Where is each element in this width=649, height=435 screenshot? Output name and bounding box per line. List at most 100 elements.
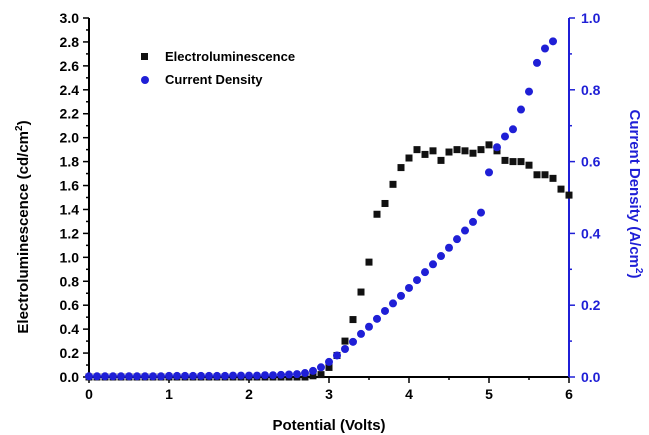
- current-density-point: [181, 371, 189, 380]
- y2-tick-label: 0.0: [581, 369, 601, 385]
- y-axis-title-close: ): [15, 120, 32, 125]
- current-density-point: [357, 329, 365, 338]
- electroluminescence-point: [349, 316, 357, 324]
- electroluminescence-point: [469, 149, 477, 157]
- current-density-point: [349, 337, 357, 346]
- current-density-point: [149, 372, 157, 381]
- current-density-point: [93, 372, 101, 381]
- current-density-point: [221, 371, 229, 380]
- electroluminescence-point: [549, 174, 557, 182]
- x-tick-label: 2: [245, 386, 253, 402]
- y-tick-label: 1.8: [60, 154, 80, 170]
- y-tick-label: 2.2: [60, 106, 80, 122]
- current-density-point: [213, 371, 221, 380]
- y-tick-label: 2.4: [60, 82, 80, 98]
- electroluminescence-point: [501, 156, 509, 164]
- current-density-point: [253, 371, 261, 380]
- y-tick-label: 0.6: [60, 297, 80, 313]
- y2-tick-label: 0.2: [581, 297, 601, 313]
- electroluminescence-point: [429, 147, 437, 155]
- current-density-point: [309, 366, 317, 375]
- electroluminescence-point: [405, 154, 413, 162]
- current-density-point: [445, 243, 453, 252]
- current-density-point: [373, 314, 381, 323]
- current-density-point: [397, 291, 405, 300]
- electroluminescence-point: [437, 156, 445, 164]
- electroluminescence-point: [509, 158, 517, 166]
- current-density-point: [197, 371, 205, 380]
- current-density-point: [493, 143, 501, 152]
- y-tick-label: 1.2: [60, 225, 80, 241]
- current-density-point: [437, 252, 445, 261]
- y-tick-label: 0.8: [60, 273, 80, 289]
- current-density-point: [389, 299, 397, 308]
- current-density-point: [117, 372, 125, 381]
- x-axis-title: Potential (Volts): [272, 417, 385, 434]
- current-density-point: [325, 357, 333, 366]
- current-density-point: [365, 322, 373, 331]
- legend: Electroluminescence Current Density: [141, 49, 295, 87]
- current-density-point: [405, 283, 413, 292]
- y2-axis-title: Current Density (A/cm2): [626, 110, 644, 279]
- current-density-point: [285, 370, 293, 379]
- x-tick-label: 6: [565, 386, 573, 402]
- current-density-point: [509, 125, 517, 134]
- tick-labels: 0 1 2 3 4 5 6 0.0 0.2 0.4 0.6 0.8 1.0 1.2 1.4 1.6 1.8 2.0…: [60, 10, 601, 402]
- electroluminescence-point: [541, 171, 549, 179]
- y2-tick-label: 0.8: [581, 82, 601, 98]
- current-density-point: [381, 306, 389, 315]
- current-density-point: [101, 372, 109, 381]
- electroluminescence-point: [461, 147, 469, 155]
- current-density-point: [501, 132, 509, 141]
- current-density-point: [301, 369, 309, 378]
- y-tick-label: 0.0: [60, 369, 80, 385]
- electroluminescence-point: [325, 363, 333, 371]
- electroluminescence-point: [517, 158, 525, 166]
- y2-tick-label: 0.4: [581, 225, 601, 241]
- electroluminescence-point: [309, 372, 317, 380]
- current-density-point: [469, 217, 477, 226]
- current-density-point: [421, 268, 429, 277]
- y-tick-label: 2.0: [60, 130, 80, 146]
- electroluminescence-point: [453, 146, 461, 154]
- axes: [88, 18, 570, 378]
- current-density-point: [141, 372, 149, 381]
- current-density-point: [461, 226, 469, 235]
- y2-axis-title-superscript: 2: [633, 268, 644, 274]
- current-density-point: [477, 208, 485, 217]
- legend-marker-electroluminescence: [141, 53, 148, 60]
- electroluminescence-point: [445, 148, 453, 156]
- current-density-point: [237, 371, 245, 380]
- current-density-point: [269, 371, 277, 380]
- x-tick-label: 4: [405, 386, 413, 402]
- electroluminescence-point: [485, 141, 493, 149]
- current-density-point: [245, 371, 253, 380]
- current-density-point: [317, 363, 325, 372]
- electroluminescence-point: [533, 171, 541, 179]
- current-density-point: [525, 87, 533, 96]
- electroluminescence-point: [397, 164, 405, 172]
- current-density-point: [333, 351, 341, 360]
- y2-axis-title-close: ): [626, 273, 643, 278]
- y-tick-label: 1.0: [60, 249, 80, 265]
- current-density-point: [205, 371, 213, 380]
- current-density-point: [165, 371, 173, 380]
- y-tick-label: 0.4: [60, 321, 80, 337]
- electroluminescence-point: [317, 371, 325, 379]
- current-density-point: [453, 235, 461, 244]
- legend-marker-current-density: [141, 76, 149, 84]
- current-density-point: [157, 372, 165, 381]
- current-density-point: [533, 58, 541, 67]
- electroluminescence-point: [381, 199, 389, 207]
- electroluminescence-point: [341, 337, 349, 345]
- y-tick-label: 3.0: [60, 10, 80, 26]
- current-density-point: [261, 371, 269, 380]
- data-markers: [85, 37, 573, 381]
- y-tick-label: 2.6: [60, 58, 80, 74]
- electroluminescence-point: [557, 185, 565, 193]
- electroluminescence-point: [357, 288, 365, 296]
- y-tick-label: 1.4: [60, 201, 80, 217]
- tick-marks: [83, 17, 575, 383]
- y2-tick-label: 0.6: [581, 154, 601, 170]
- electroluminescence-point: [365, 258, 373, 266]
